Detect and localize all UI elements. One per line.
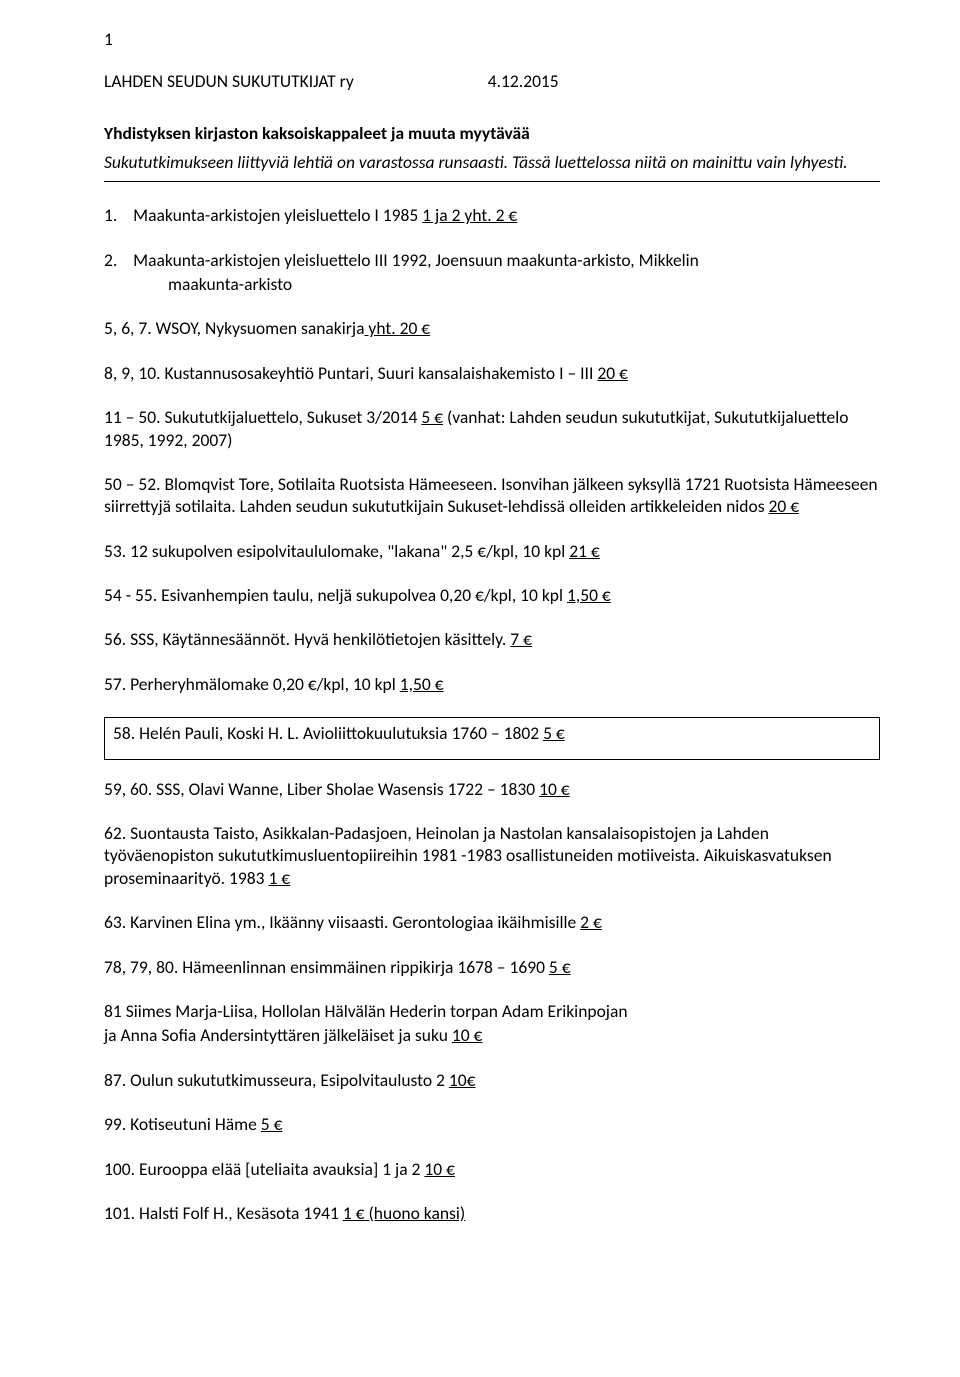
list-item: 58. Helén Pauli, Koski H. L. Avioliittok… bbox=[113, 722, 871, 744]
item-mid: yht. bbox=[364, 317, 399, 339]
list-item: 57. Perheryhmälomake 0,20 €/kpl, 10 kpl … bbox=[104, 673, 880, 695]
item-price: 1 € (huono kansi) bbox=[343, 1202, 465, 1224]
item-price: 5 € bbox=[421, 406, 443, 428]
item-price: 20 € bbox=[769, 495, 800, 517]
list-item: 1. Maakunta-arkistojen yleisluettelo I 1… bbox=[104, 204, 880, 226]
item-price: 1 ja 2 yht. 2 € bbox=[422, 204, 517, 226]
item-text: 58. Helén Pauli, Koski H. L. Avioliittok… bbox=[113, 722, 543, 744]
item-text: 78, 79, 80. Hämeenlinnan ensimmäinen rip… bbox=[104, 956, 549, 978]
item-text: ja Anna Sofia Andersintyttären jälkeläis… bbox=[104, 1024, 452, 1046]
item-price: 10 € bbox=[424, 1158, 455, 1180]
item-price: 2 € bbox=[580, 911, 602, 933]
item-price: 7 € bbox=[510, 628, 532, 650]
list-item: 2. Maakunta-arkistojen yleisluettelo III… bbox=[104, 249, 880, 271]
list-item: 81 Siimes Marja-Liisa, Hollolan Hälvälän… bbox=[104, 1000, 880, 1047]
item-text: 11 – 50. Sukututkijaluettelo, Sukuset 3/… bbox=[104, 406, 421, 428]
item-number: 2. bbox=[104, 249, 117, 271]
item-price: 20 € bbox=[400, 317, 431, 339]
list-item: 5, 6, 7. WSOY, Nykysuomen sanakirja yht.… bbox=[104, 317, 880, 339]
item-text: 5, 6, 7. WSOY, Nykysuomen sanakirja bbox=[104, 317, 364, 339]
item-price: 21 € bbox=[569, 540, 600, 562]
item-price: 5 € bbox=[549, 956, 571, 978]
list-item: 8, 9, 10. Kustannusosakeyhtiö Puntari, S… bbox=[104, 362, 880, 384]
item-text: 63. Karvinen Elina ym., Ikäänny viisaast… bbox=[104, 911, 580, 933]
item-line: 81 Siimes Marja-Liisa, Hollolan Hälvälän… bbox=[104, 1000, 880, 1022]
list-item: 78, 79, 80. Hämeenlinnan ensimmäinen rip… bbox=[104, 956, 880, 978]
item-text: 8, 9, 10. Kustannusosakeyhtiö Puntari, S… bbox=[104, 362, 597, 384]
document-date: 4.12.2015 bbox=[488, 70, 559, 92]
item-text: 99. Kotiseutuni Häme bbox=[104, 1113, 261, 1135]
item-text: 57. Perheryhmälomake 0,20 €/kpl, 10 kpl bbox=[104, 673, 400, 695]
item-continuation: maakunta-arkisto bbox=[104, 273, 880, 295]
item-text: 54 - 55. Esivanhempien taulu, neljä suku… bbox=[104, 584, 567, 606]
item-text: 62. Suontausta Taisto, Asikkalan-Padasjo… bbox=[104, 822, 832, 889]
item-price: 1,50 € bbox=[567, 584, 611, 606]
document-page: 1 LAHDEN SEUDUN SUKUTUTKIJAT ry 4.12.201… bbox=[0, 0, 960, 1377]
org-name: LAHDEN SEUDUN SUKUTUTKIJAT ry bbox=[104, 70, 354, 92]
title-row: LAHDEN SEUDUN SUKUTUTKIJAT ry 4.12.2015 bbox=[104, 70, 880, 92]
subtitle: Yhdistyksen kirjaston kaksoiskappaleet j… bbox=[104, 122, 880, 144]
list-item: 99. Kotiseutuni Häme 5 € bbox=[104, 1113, 880, 1135]
item-number: 1. bbox=[104, 204, 117, 226]
numbered-list: 1. Maakunta-arkistojen yleisluettelo I 1… bbox=[104, 204, 880, 295]
list-item: 100. Eurooppa elää [uteliaita avauksia] … bbox=[104, 1158, 880, 1180]
item-text: 53. 12 sukupolven esipolvitaululomake, "… bbox=[104, 540, 569, 562]
list-item: 59, 60. SSS, Olavi Wanne, Liber Sholae W… bbox=[104, 778, 880, 800]
item-text: 101. Halsti Folf H., Kesäsota 1941 bbox=[104, 1202, 343, 1224]
intro-text: Sukututkimukseen liittyviä lehtiä on var… bbox=[104, 151, 880, 173]
item-price: 20 € bbox=[597, 362, 628, 384]
item-price: 10€ bbox=[449, 1069, 476, 1091]
list-item: 63. Karvinen Elina ym., Ikäänny viisaast… bbox=[104, 911, 880, 933]
separator-line bbox=[104, 181, 880, 182]
list-item: 101. Halsti Folf H., Kesäsota 1941 1 € (… bbox=[104, 1202, 880, 1224]
item-text: 59, 60. SSS, Olavi Wanne, Liber Sholae W… bbox=[104, 778, 539, 800]
boxed-section: 58. Helén Pauli, Koski H. L. Avioliittok… bbox=[104, 717, 880, 759]
list-item: 50 – 52. Blomqvist Tore, Sotilaita Ruots… bbox=[104, 473, 880, 518]
item-price: 10 € bbox=[539, 778, 570, 800]
item-line: ja Anna Sofia Andersintyttären jälkeläis… bbox=[104, 1024, 880, 1046]
item-text: Maakunta-arkistojen yleisluettelo III 19… bbox=[133, 249, 699, 271]
item-price: 5 € bbox=[543, 722, 565, 744]
list-item: 56. SSS, Käytännesäännöt. Hyvä henkilöti… bbox=[104, 628, 880, 650]
item-price: 1 € bbox=[268, 867, 290, 889]
item-text: Maakunta-arkistojen yleisluettelo I 1985 bbox=[133, 204, 422, 226]
item-text: 56. SSS, Käytännesäännöt. Hyvä henkilöti… bbox=[104, 628, 510, 650]
list-item: 54 - 55. Esivanhempien taulu, neljä suku… bbox=[104, 584, 880, 606]
item-text: 100. Eurooppa elää [uteliaita avauksia] … bbox=[104, 1158, 424, 1180]
item-text: 87. Oulun sukututkimusseura, Esipolvitau… bbox=[104, 1069, 449, 1091]
list-item: 87. Oulun sukututkimusseura, Esipolvitau… bbox=[104, 1069, 880, 1091]
item-price: 1,50 € bbox=[400, 673, 444, 695]
list-item: 62. Suontausta Taisto, Asikkalan-Padasjo… bbox=[104, 822, 880, 889]
list-item: 11 – 50. Sukututkijaluettelo, Sukuset 3/… bbox=[104, 406, 880, 451]
list-item: 53. 12 sukupolven esipolvitaululomake, "… bbox=[104, 540, 880, 562]
page-number: 1 bbox=[104, 28, 113, 50]
item-price: 5 € bbox=[261, 1113, 283, 1135]
item-price: 10 € bbox=[452, 1024, 483, 1046]
item-text: 50 – 52. Blomqvist Tore, Sotilaita Ruots… bbox=[104, 473, 878, 517]
